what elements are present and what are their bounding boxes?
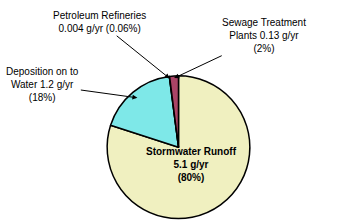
svg-text:Sewage TreatmentPlants 0.13 g/: Sewage TreatmentPlants 0.13 g/yr(2%) [222, 17, 306, 54]
svg-text:Deposition on toWater 1.2 g/yr: Deposition on toWater 1.2 g/yr(18%) [6, 66, 79, 103]
svg-text:Petroleum Refineries0.004 g/yr: Petroleum Refineries0.004 g/yr (0.06%) [53, 10, 146, 34]
svg-text:Stormwater Runoff5.1 g/yr(80%): Stormwater Runoff5.1 g/yr(80%) [146, 146, 237, 183]
